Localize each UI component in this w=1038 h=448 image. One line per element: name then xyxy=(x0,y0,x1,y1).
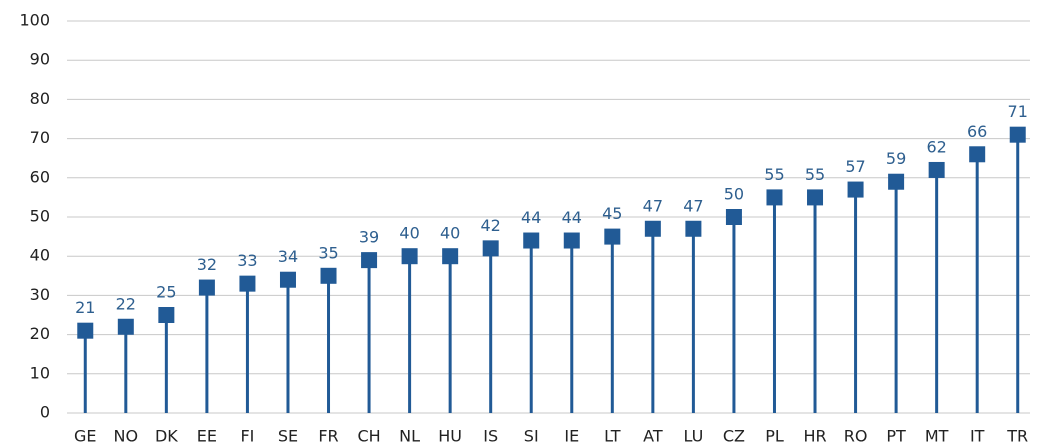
marker xyxy=(969,146,986,163)
value-label: 34 xyxy=(278,247,298,266)
marker xyxy=(847,181,864,198)
x-tick-label: GE xyxy=(74,427,97,446)
marker xyxy=(1009,126,1026,143)
x-tick-label: HR xyxy=(803,427,826,446)
x-tick-label: CH xyxy=(357,427,380,446)
value-label: 33 xyxy=(237,251,257,270)
x-tick-label: EE xyxy=(197,427,217,446)
value-label: 42 xyxy=(481,216,501,235)
x-tick-label: AT xyxy=(643,427,663,446)
x-tick-label: DK xyxy=(155,427,178,446)
y-tick-label: 90 xyxy=(30,50,50,69)
x-tick-label: RO xyxy=(844,427,868,446)
value-label: 55 xyxy=(805,165,825,184)
marker xyxy=(766,189,783,206)
y-tick-label: 30 xyxy=(30,285,50,304)
marker xyxy=(279,271,296,288)
y-tick-label: 60 xyxy=(30,167,50,186)
value-label: 35 xyxy=(318,243,338,262)
x-tick-label: TR xyxy=(1006,427,1028,446)
marker xyxy=(482,240,499,257)
value-label: 55 xyxy=(764,165,784,184)
value-label: 40 xyxy=(399,224,419,243)
x-tick-label: LT xyxy=(604,427,621,446)
value-label: 25 xyxy=(156,283,176,302)
marker xyxy=(198,279,215,296)
y-tick-label: 10 xyxy=(30,363,50,382)
marker xyxy=(401,248,418,265)
marker xyxy=(523,232,540,249)
value-label: 50 xyxy=(724,185,744,204)
x-tick-label: SI xyxy=(524,427,539,446)
y-tick-label: 20 xyxy=(30,324,50,343)
marker xyxy=(685,220,702,237)
value-label: 32 xyxy=(197,255,217,274)
marker xyxy=(239,275,256,292)
value-label: 22 xyxy=(116,294,136,313)
marker xyxy=(320,267,337,284)
x-tick-label: MT xyxy=(925,427,949,446)
x-tick-label: CZ xyxy=(723,427,745,446)
value-label: 66 xyxy=(967,122,987,141)
x-tick-label: LU xyxy=(683,427,703,446)
y-tick-label: 0 xyxy=(40,403,50,422)
y-tick-label: 100 xyxy=(19,11,50,30)
x-tick-label: NL xyxy=(399,427,420,446)
x-tick-label: HU xyxy=(438,427,462,446)
value-label: 62 xyxy=(926,137,946,156)
marker xyxy=(644,220,661,237)
y-tick-label: 70 xyxy=(30,128,50,147)
marker xyxy=(77,322,94,339)
x-tick-label: IS xyxy=(483,427,498,446)
marker xyxy=(604,228,621,245)
marker xyxy=(725,209,742,225)
x-tick-label: IE xyxy=(564,427,579,446)
value-label: 44 xyxy=(562,208,582,227)
x-tick-label: FI xyxy=(240,427,254,446)
x-tick-label: IT xyxy=(970,427,985,446)
value-label: 71 xyxy=(1008,102,1028,121)
value-label: 39 xyxy=(359,228,379,247)
value-label: 57 xyxy=(845,157,865,176)
value-label: 21 xyxy=(75,298,95,317)
marker xyxy=(442,248,459,265)
marker xyxy=(888,173,905,190)
value-label: 45 xyxy=(602,204,622,223)
x-tick-label: NO xyxy=(114,427,139,446)
x-tick-label: PL xyxy=(765,427,784,446)
y-tick-label: 50 xyxy=(30,207,50,226)
value-label: 40 xyxy=(440,224,460,243)
marker xyxy=(563,232,580,249)
x-tick-label: PT xyxy=(886,427,906,446)
y-tick-label: 80 xyxy=(30,89,50,108)
x-tick-label: FR xyxy=(318,427,338,446)
marker xyxy=(807,189,824,206)
value-label: 47 xyxy=(643,196,663,215)
marker xyxy=(158,307,175,323)
value-label: 59 xyxy=(886,149,906,168)
y-tick-label: 40 xyxy=(30,246,50,265)
value-label: 44 xyxy=(521,208,541,227)
marker xyxy=(117,318,134,335)
value-label: 47 xyxy=(683,196,703,215)
x-tick-label: SE xyxy=(278,427,298,446)
marker xyxy=(361,252,378,269)
marker xyxy=(928,161,945,178)
